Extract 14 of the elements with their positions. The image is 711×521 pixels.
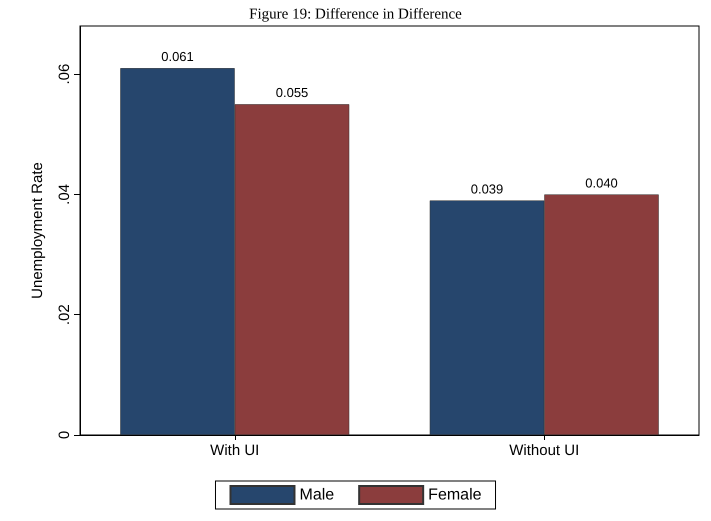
x-tick-label: Without UI <box>509 442 580 459</box>
data-label: 0.040 <box>585 175 618 190</box>
y-tick-label: 0 <box>56 430 73 440</box>
legend-label: Male <box>299 486 334 504</box>
data-label: 0.061 <box>161 49 194 64</box>
y-tick-label: .02 <box>56 304 73 326</box>
y-tick-label: .06 <box>56 64 73 85</box>
y-axis-title: Unemployment Rate <box>29 162 46 299</box>
legend-label: Female <box>428 486 482 504</box>
data-label: 0.055 <box>276 85 308 100</box>
y-tick-label: .04 <box>56 184 73 205</box>
x-tick-label: With UI <box>210 442 260 459</box>
data-label: 0.039 <box>470 181 504 196</box>
chart-title: Figure 19: Difference in Difference <box>249 6 462 22</box>
